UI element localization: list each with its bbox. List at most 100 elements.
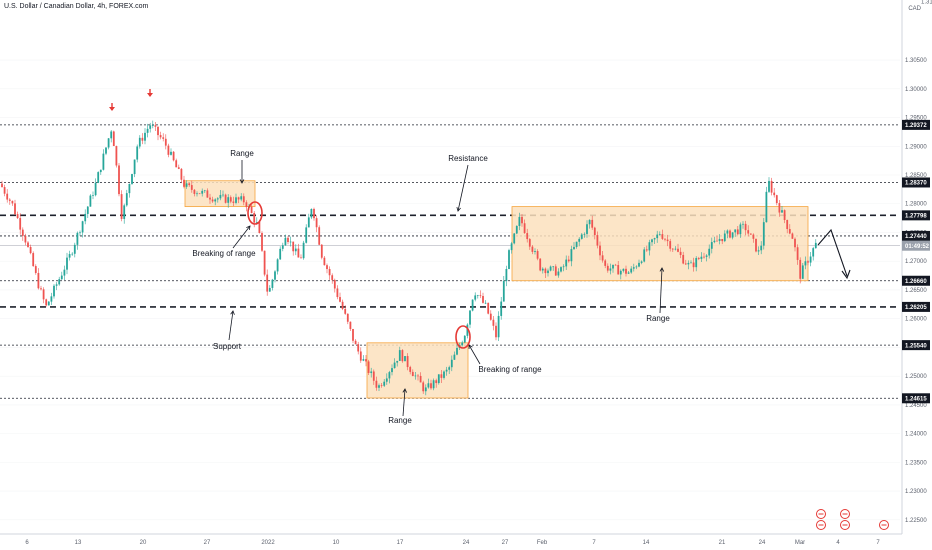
candle-body <box>50 296 53 302</box>
candle-body <box>682 254 685 264</box>
candle-body <box>175 160 178 168</box>
candle-body <box>593 227 596 236</box>
candle-body <box>450 359 453 368</box>
annotation-arrow <box>232 225 251 249</box>
candle-body <box>261 233 263 251</box>
candle-body <box>661 234 664 239</box>
candle-body <box>190 185 193 190</box>
candle-body <box>435 380 438 384</box>
candle-body <box>422 382 425 392</box>
candle-body <box>180 168 183 180</box>
x-tick-label: 4 <box>836 540 840 546</box>
candle-body <box>401 350 404 362</box>
candle-body <box>167 145 170 155</box>
candle-body <box>60 275 63 280</box>
y-tick-label: 1.26000 <box>905 317 927 323</box>
candle-body <box>671 248 674 250</box>
annotation-arrow <box>228 310 234 341</box>
candle-body <box>315 218 318 228</box>
candle-body <box>14 203 16 215</box>
candle-body <box>222 194 224 196</box>
level-label-box <box>902 275 930 286</box>
candle-body <box>638 262 640 267</box>
candle-body <box>16 214 19 219</box>
candle-body <box>755 238 757 252</box>
candle-body <box>463 335 466 343</box>
candle-body <box>411 371 414 377</box>
candle-body <box>359 351 362 361</box>
candle-body <box>557 271 560 276</box>
candle-body <box>630 268 633 273</box>
candle-body <box>760 245 763 251</box>
candle-body <box>198 193 201 195</box>
candle-body <box>469 310 471 325</box>
candle-body <box>744 223 747 231</box>
candle-body <box>157 126 159 136</box>
current-price-box <box>902 240 930 251</box>
y-grid <box>0 59 900 521</box>
candle-body <box>596 235 599 246</box>
annotation-arrow-head <box>468 344 473 350</box>
candle-body <box>224 194 227 203</box>
x-tick-label: 14 <box>643 540 650 546</box>
candle-body <box>640 261 643 263</box>
y-tick-label: 1.25000 <box>905 374 927 380</box>
candle-body <box>326 265 328 270</box>
candle-body <box>250 206 253 213</box>
candle-body <box>531 246 534 252</box>
candle-body <box>128 183 131 194</box>
y-tick-label: 1.30000 <box>905 87 927 93</box>
candle-body <box>94 182 97 196</box>
candle-body <box>690 262 692 264</box>
candle-body <box>502 281 505 302</box>
candle-body <box>292 241 295 252</box>
candle-body <box>705 255 708 257</box>
candle-body <box>497 315 500 338</box>
candle-body <box>747 230 750 234</box>
candle-body <box>622 268 625 271</box>
candle-body <box>500 301 503 316</box>
candle-body <box>302 242 305 259</box>
x-tick-label: Feb <box>537 540 548 546</box>
chart-title: U.S. Dollar / Canadian Dollar, 4h, FOREX… <box>4 3 149 10</box>
candle-body <box>120 194 123 219</box>
candle-body <box>643 249 646 262</box>
forecast-path-head <box>841 269 851 280</box>
annotation-arrow-head <box>402 388 408 393</box>
candle-body <box>583 233 586 235</box>
candle-body <box>495 325 497 338</box>
candle-body <box>552 266 555 268</box>
x-tick-label: 24 <box>759 540 766 546</box>
candle-body <box>6 193 9 200</box>
y-tick-label: 1.28500 <box>905 173 927 179</box>
x-tick-label: 27 <box>502 540 509 546</box>
candle-body <box>619 270 622 275</box>
candle-body <box>32 253 35 267</box>
candle-body <box>216 198 219 200</box>
candle-body <box>310 208 313 218</box>
candle-body <box>526 233 529 240</box>
candle-body <box>692 262 695 268</box>
candle-body <box>365 359 367 362</box>
candles <box>1 120 817 396</box>
candle-body <box>419 375 422 383</box>
candle-body <box>513 233 516 244</box>
candle-body <box>125 193 128 206</box>
level-label-box <box>902 301 930 312</box>
candle-body <box>417 375 419 377</box>
candle-body <box>606 265 609 271</box>
candle-body <box>778 203 781 213</box>
candle-body <box>614 264 617 266</box>
candle-body <box>385 378 388 382</box>
candle-body <box>588 219 591 225</box>
candle-body <box>53 285 55 297</box>
candle-body <box>791 233 794 239</box>
candle-body <box>560 267 562 272</box>
candle-body <box>448 367 451 370</box>
candle-body <box>11 200 14 204</box>
candle-body <box>47 301 50 306</box>
candle-body <box>375 380 378 388</box>
candle-body <box>484 302 487 304</box>
candle-body <box>255 222 258 223</box>
